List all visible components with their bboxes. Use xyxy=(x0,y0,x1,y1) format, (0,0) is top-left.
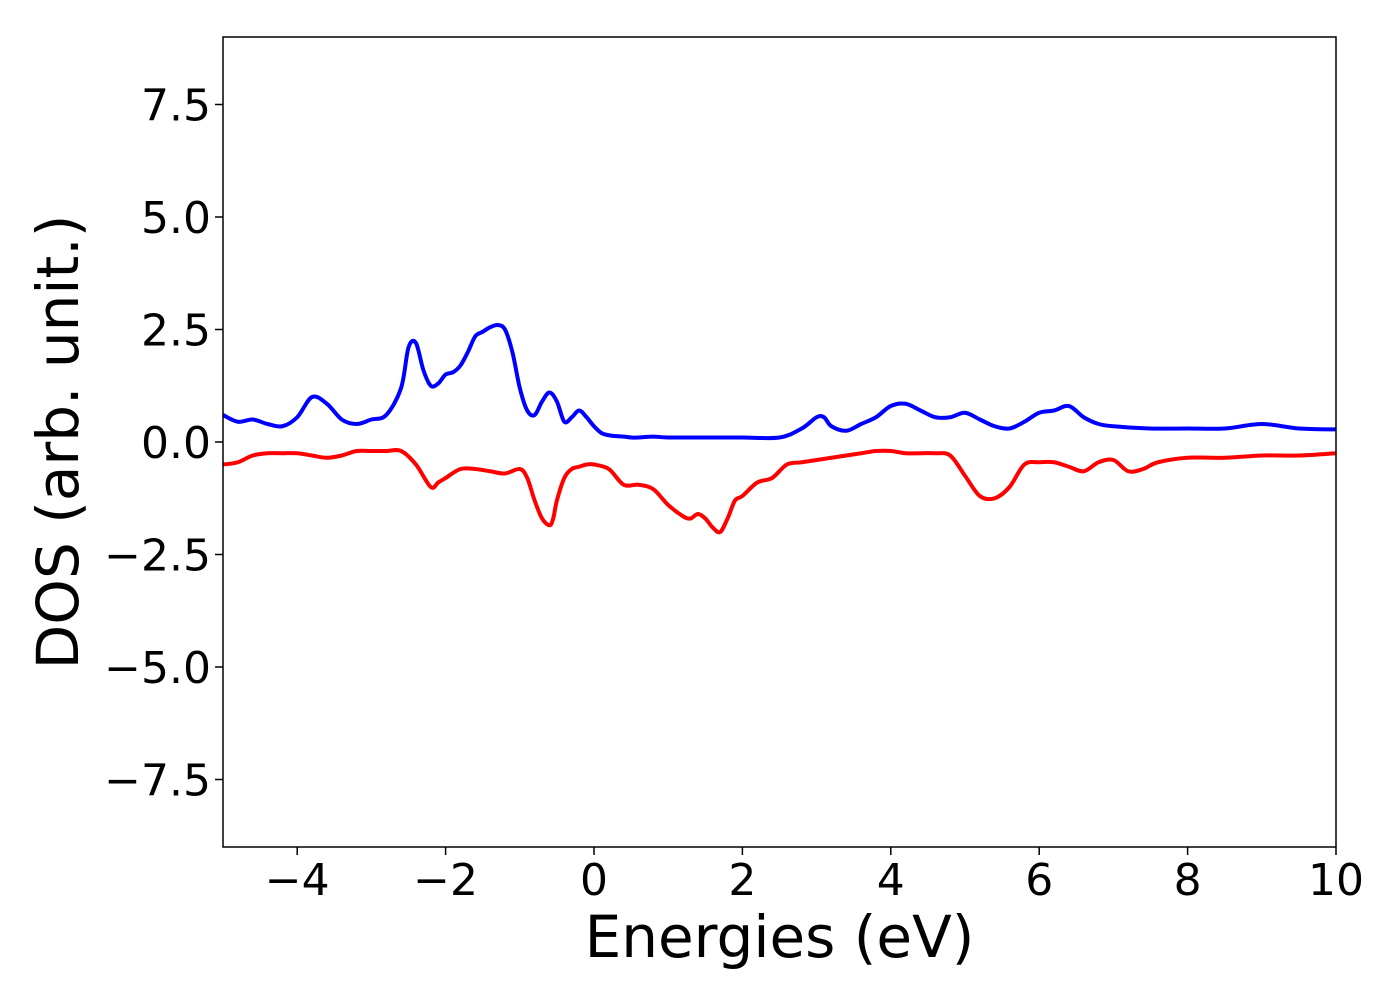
series-line-2 xyxy=(223,448,1336,535)
y-tick-label: 2.5 xyxy=(141,306,211,357)
x-tick-label: 10 xyxy=(1308,855,1364,906)
x-tick-label: 2 xyxy=(728,855,756,906)
series-line-1 xyxy=(223,322,1336,441)
x-tick-label: 0 xyxy=(580,855,608,906)
y-axis-title: DOS (arb. unit.) xyxy=(24,215,92,670)
ticks-layer: −4 −2 0 2 4 6 8 10 7.5 5.0 2.5 0.0 −2.5 −5.0 −7.5 xyxy=(104,81,1364,907)
y-tick-label: 0.0 xyxy=(141,418,211,469)
y-tick-label: −7.5 xyxy=(104,756,211,807)
y-tick-label: −5.0 xyxy=(104,643,211,694)
y-tick-label: −2.5 xyxy=(104,531,211,582)
x-tick-label: −2 xyxy=(413,855,478,906)
x-tick-label: 6 xyxy=(1025,855,1053,906)
x-tick-label: −4 xyxy=(265,855,330,906)
plot-frame xyxy=(222,36,1337,848)
y-tick-label: 5.0 xyxy=(141,193,211,244)
series-layer xyxy=(223,322,1336,535)
x-axis-title: Energies (eV) xyxy=(585,903,975,971)
y-tick-label: 7.5 xyxy=(141,81,211,132)
x-tick-label: 8 xyxy=(1174,855,1202,906)
x-tick-label: 4 xyxy=(877,855,905,906)
